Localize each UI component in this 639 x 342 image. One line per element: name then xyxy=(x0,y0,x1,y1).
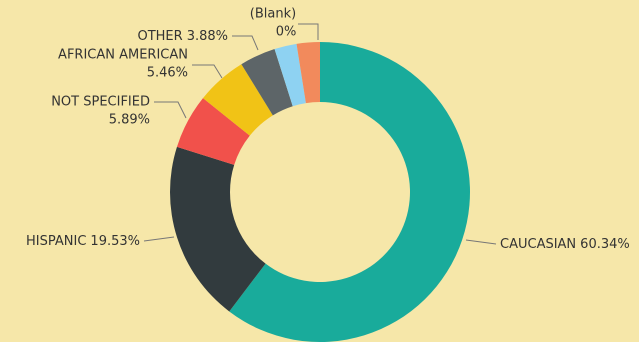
slice-label: CAUCASIAN 60.34% xyxy=(500,237,630,252)
slice-name: CAUCASIAN xyxy=(500,237,576,252)
leader-line xyxy=(465,239,497,245)
slice-value-label: 3.88% xyxy=(187,29,228,44)
leader-line xyxy=(143,236,175,242)
slice-value-label: 0% xyxy=(276,25,297,40)
slice-value-label: 19.53% xyxy=(90,234,140,249)
slice-value-label: 5.89% xyxy=(109,113,150,128)
slice-label: NOT SPECIFIED xyxy=(51,95,150,110)
slice-value-label: 60.34% xyxy=(580,237,630,252)
donut-slice xyxy=(170,146,266,312)
leader-line xyxy=(298,23,319,40)
slice-label: AFRICAN AMERICAN xyxy=(58,48,188,63)
donut-slice xyxy=(176,98,250,165)
donut-slice xyxy=(296,42,320,104)
slice-value-label: 5.46% xyxy=(147,66,188,81)
leader-line xyxy=(232,35,259,51)
slice-name: OTHER xyxy=(137,29,182,44)
slice-label: HISPANIC 19.53% xyxy=(26,234,140,249)
slice-label: OTHER 3.88% xyxy=(137,29,228,44)
leader-line xyxy=(192,64,223,79)
leader-line xyxy=(154,101,187,119)
donut-slice xyxy=(241,49,293,116)
donut-slice xyxy=(202,64,273,136)
slice-name: HISPANIC xyxy=(26,234,86,249)
donut-slice xyxy=(274,43,306,107)
slice-label: (Blank) xyxy=(250,7,296,22)
donut-slice xyxy=(229,42,470,342)
